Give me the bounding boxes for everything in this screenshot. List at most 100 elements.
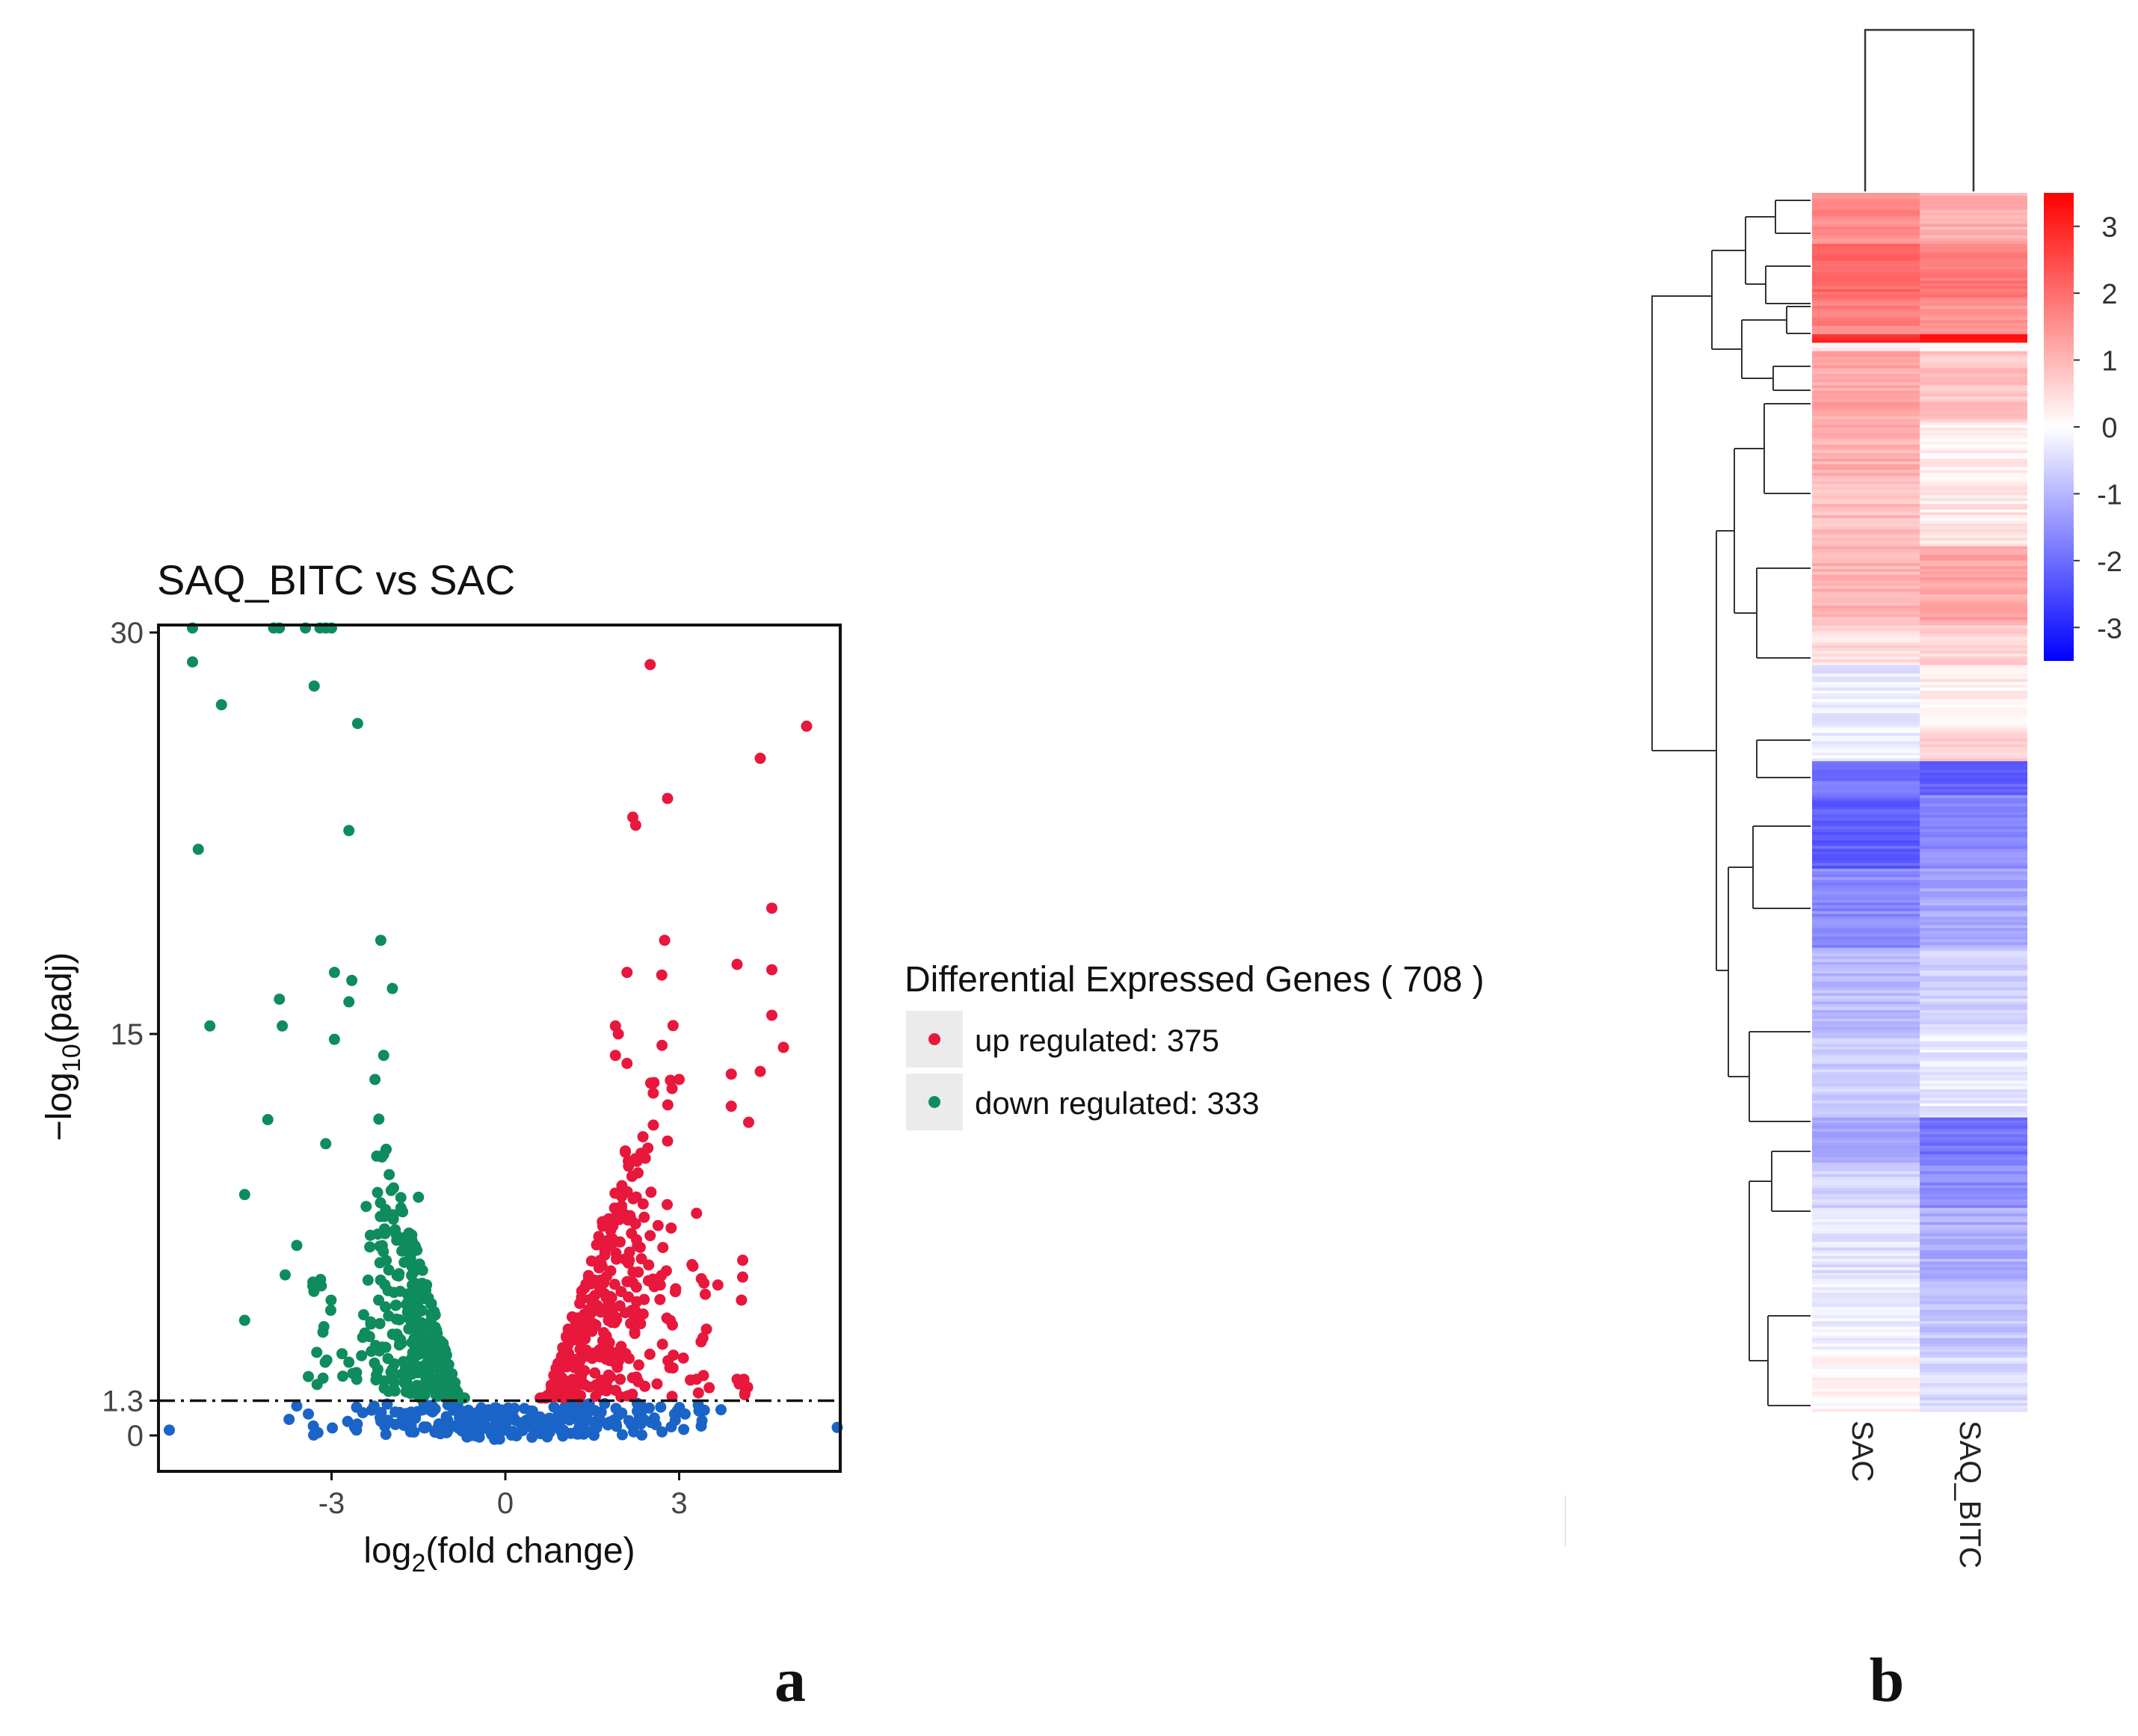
- heatmap-cell-saq-bitc: [1920, 899, 2027, 903]
- heatmap-cell-saq-bitc: [1920, 1360, 2027, 1364]
- heatmap-cell-sac: [1812, 1230, 1920, 1234]
- data-point-up: [626, 1388, 638, 1400]
- data-point-down: [365, 1318, 377, 1330]
- heatmap-cell-saq-bitc: [1920, 1086, 2027, 1090]
- heatmap-cell-sac: [1812, 1103, 1920, 1107]
- heatmap-cell-saq-bitc: [1920, 931, 2027, 935]
- heatmap-cell-saq-bitc: [1920, 413, 2027, 417]
- heatmap-cell-sac: [1812, 1225, 1920, 1228]
- data-point-down: [392, 1270, 404, 1282]
- data-point-up: [621, 967, 633, 979]
- heatmap-cell-saq-bitc: [1920, 390, 2027, 395]
- heatmap-cell-sac: [1812, 650, 1920, 655]
- heatmap-cell-sac: [1812, 676, 1920, 680]
- data-point-ns: [461, 1431, 473, 1443]
- heatmap-cell-sac: [1812, 1112, 1920, 1115]
- heatmap-cell-sac: [1812, 563, 1920, 567]
- heatmap-cell-sac: [1812, 413, 1920, 417]
- data-point-down: [308, 1285, 320, 1297]
- heatmap-cell-saq-bitc: [1920, 942, 2027, 946]
- heatmap-cell-saq-bitc: [1920, 911, 2027, 914]
- heatmap-cell-saq-bitc: [1920, 311, 2027, 316]
- heatmap-cell-sac: [1812, 679, 1920, 683]
- data-point-ns: [636, 1429, 648, 1441]
- heatmap-cell-sac: [1812, 529, 1920, 533]
- heatmap-cell-sac: [1812, 905, 1920, 909]
- heatmap-cell-sac: [1812, 252, 1920, 256]
- heatmap-cell-sac: [1812, 574, 1920, 578]
- data-point-ns: [434, 1423, 446, 1435]
- heatmap-cell-saq-bitc: [1920, 650, 2027, 655]
- heatmap-cell-saq-bitc: [1920, 758, 2027, 762]
- data-point-ns: [303, 1408, 314, 1420]
- data-point-up: [645, 1186, 657, 1198]
- data-point-down: [383, 1310, 395, 1322]
- heatmap-cell-saq-bitc: [1920, 671, 2027, 674]
- data-point-down: [419, 1339, 431, 1351]
- row-dendrogram: [1651, 200, 1811, 1406]
- heatmap-cell-sac: [1812, 1269, 1920, 1274]
- heatmap-cell-sac: [1812, 230, 1920, 233]
- heatmap-cell-sac: [1812, 1154, 1920, 1158]
- heatmap-cell-sac: [1812, 1264, 1920, 1268]
- data-point-down: [366, 1345, 378, 1357]
- heatmap-cell-sac: [1812, 461, 1920, 465]
- heatmap-cell-sac: [1812, 1128, 1920, 1133]
- heatmap-cell-sac: [1812, 846, 1920, 850]
- heatmap-cell-sac: [1812, 523, 1920, 527]
- heatmap-cell-saq-bitc: [1920, 1041, 2027, 1044]
- heatmap-cell-sac: [1812, 750, 1920, 754]
- data-point-up: [609, 1213, 620, 1225]
- heatmap-cell-sac: [1812, 1199, 1920, 1203]
- heatmap-cell-sac: [1812, 1080, 1920, 1084]
- heatmap-cell-sac: [1812, 662, 1920, 666]
- heatmap-cell-saq-bitc: [1920, 1228, 2027, 1231]
- data-point-down: [415, 1263, 427, 1275]
- data-point-up: [576, 1333, 588, 1345]
- y-tick-label: 30: [111, 617, 144, 650]
- heatmap-cell-sac: [1812, 738, 1920, 742]
- heatmap-cell-sac: [1812, 328, 1920, 332]
- data-point-down: [422, 1331, 434, 1343]
- heatmap-cell-sac: [1812, 718, 1920, 722]
- heatmap-cell-saq-bitc: [1920, 571, 2027, 576]
- heatmap-cell-sac: [1812, 478, 1920, 482]
- heatmap-cell-saq-bitc: [1920, 784, 2027, 787]
- heatmap-cell-saq-bitc: [1920, 625, 2027, 630]
- heatmap-cell-sac: [1812, 212, 1920, 216]
- heatmap-cell-sac: [1812, 772, 1920, 776]
- heatmap-cell-sac: [1812, 812, 1920, 816]
- heatmap-cell-sac: [1812, 656, 1920, 660]
- data-point-down: [277, 1020, 289, 1032]
- heatmap-cell-sac: [1812, 484, 1920, 487]
- heatmap-cell-saq-bitc: [1920, 492, 2027, 496]
- heatmap-cell-sac: [1812, 401, 1920, 406]
- heatmap-cell-sac: [1812, 964, 1920, 968]
- heatmap-cell-saq-bitc: [1920, 439, 2027, 443]
- data-point-down: [410, 1278, 422, 1290]
- data-point-down: [374, 1345, 386, 1357]
- heatmap-cell-sac: [1812, 560, 1920, 564]
- heatmap-cell-saq-bitc: [1920, 557, 2027, 561]
- data-point-down: [434, 1365, 446, 1377]
- heatmap-cell-saq-bitc: [1920, 936, 2027, 941]
- data-point-down: [378, 1210, 390, 1222]
- data-point-down: [422, 1292, 434, 1304]
- heatmap-cell-sac: [1812, 588, 1920, 592]
- heatmap-cell-saq-bitc: [1920, 727, 2027, 731]
- heatmap-cell-saq-bitc: [1920, 1369, 2027, 1373]
- heatmap-cell-sac: [1812, 532, 1920, 536]
- data-point-ns: [452, 1422, 464, 1434]
- heatmap-cell-saq-bitc: [1920, 917, 2027, 920]
- heatmap-cell-sac: [1812, 1318, 1920, 1322]
- heatmap-cell-saq-bitc: [1920, 738, 2027, 742]
- heatmap-cell-saq-bitc: [1920, 473, 2027, 476]
- heatmap-cell-sac: [1812, 360, 1920, 363]
- heatmap-cell-saq-bitc: [1920, 252, 2027, 256]
- heatmap-cell-sac: [1812, 492, 1920, 496]
- volcano-legend: Differential Expressed Genes ( 708 ) up …: [905, 960, 1485, 1130]
- heatmap-cell-saq-bitc: [1920, 636, 2027, 641]
- data-point-down: [238, 1189, 250, 1201]
- heatmap-cell-sac: [1812, 475, 1920, 479]
- heatmap-cell-saq-bitc: [1920, 990, 2027, 994]
